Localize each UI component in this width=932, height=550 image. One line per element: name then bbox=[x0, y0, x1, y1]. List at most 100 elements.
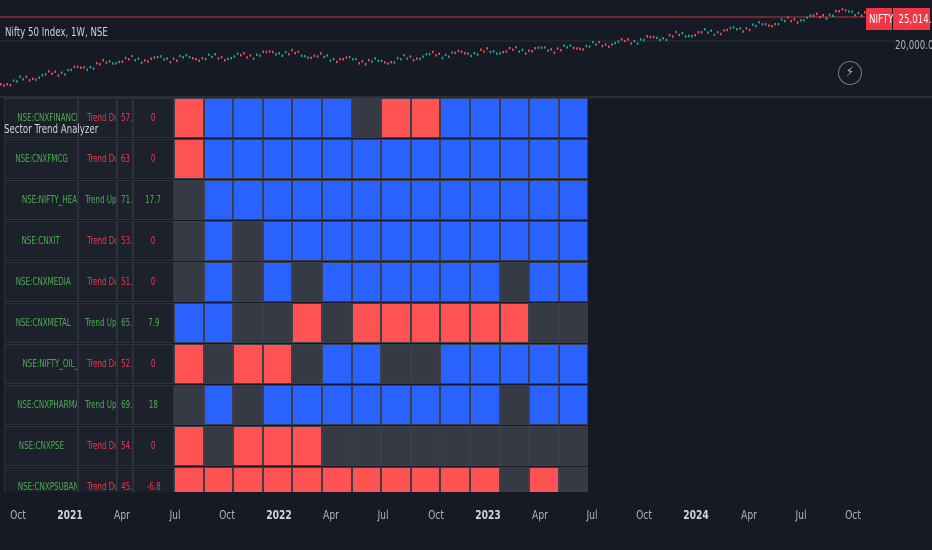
table-row: NSE:NIFTY_HEALTHCARE Trend Up 71.3 17.7 bbox=[4, 180, 592, 220]
price-candle bbox=[400, 58, 402, 61]
symbol-label[interactable]: Nifty 50 Index, 1W, NSE bbox=[5, 25, 108, 39]
heatmap-cell bbox=[292, 467, 322, 492]
price-candle bbox=[700, 31, 703, 34]
price-candle bbox=[681, 32, 684, 35]
price-candle bbox=[160, 55, 162, 58]
heatmap-cell bbox=[351, 139, 382, 179]
price-candle bbox=[211, 55, 213, 59]
heatmap-cell bbox=[499, 262, 530, 302]
price-candle bbox=[508, 46, 511, 50]
heatmap-cell bbox=[203, 426, 234, 466]
heatmap-cell bbox=[233, 426, 263, 466]
heatmap-cell bbox=[292, 426, 322, 466]
price-candle bbox=[556, 47, 559, 50]
price-series-plot[interactable] bbox=[0, 0, 932, 95]
rsi-cell-text: 53.1 bbox=[121, 234, 133, 247]
price-candle bbox=[0, 83, 2, 86]
trend-cell-text: Trend Up bbox=[85, 398, 117, 411]
price-candle bbox=[716, 31, 719, 34]
heatmap-cell bbox=[262, 467, 293, 492]
heatmap-cell bbox=[262, 139, 293, 179]
price-candle bbox=[236, 52, 239, 55]
heatmap-cell bbox=[558, 98, 589, 138]
price-candle bbox=[854, 13, 856, 17]
price-candle bbox=[124, 56, 127, 60]
price-candle bbox=[150, 57, 152, 60]
price-candle bbox=[163, 58, 165, 61]
heatmap-cell bbox=[381, 139, 411, 179]
price-candle bbox=[563, 44, 565, 47]
heatmap-cell bbox=[351, 426, 382, 466]
trend-cell-text: Trend Down bbox=[87, 234, 116, 247]
price-candle bbox=[419, 57, 421, 61]
price-candle bbox=[48, 70, 50, 73]
sector-symbol-cell: NSE:CNXMETAL bbox=[4, 303, 78, 343]
price-candle bbox=[99, 63, 101, 66]
heatmap-cell bbox=[233, 344, 263, 384]
time-axis-month-label: Apr bbox=[531, 508, 548, 522]
heatmap-cell bbox=[558, 344, 589, 384]
price-candle bbox=[57, 74, 60, 77]
price-candle bbox=[585, 44, 588, 48]
price-candle bbox=[515, 46, 517, 49]
pane-separator[interactable] bbox=[0, 96, 932, 98]
price-candle bbox=[774, 23, 776, 26]
heatmap-cell bbox=[470, 139, 500, 179]
price-candle bbox=[835, 9, 837, 13]
price-candle bbox=[841, 8, 844, 11]
rsi-cell-text: 52.5 bbox=[121, 357, 133, 370]
rsi-cell-text: 57.2 bbox=[121, 111, 133, 124]
heatmap-cell bbox=[470, 344, 500, 384]
price-candle bbox=[428, 52, 431, 56]
trend-cell: Trend Up bbox=[78, 385, 117, 425]
heatmap-cell bbox=[470, 385, 500, 425]
time-axis[interactable]: Oct 2021 Apr Jul Oct 2022 Apr Jul Oct 2023 Apr Jul O… bbox=[0, 508, 932, 536]
price-candle bbox=[112, 62, 114, 65]
price-candle bbox=[355, 57, 357, 61]
heatmap-cell bbox=[351, 385, 382, 425]
lightning-bolt-icon[interactable]: ⚡ bbox=[838, 61, 862, 85]
price-candle bbox=[390, 60, 392, 64]
heatmap-cell bbox=[470, 426, 500, 466]
price-candle bbox=[473, 51, 476, 55]
indicator-label[interactable]: Sector Trend Analyzer bbox=[4, 122, 99, 136]
price-candle bbox=[217, 57, 220, 60]
heatmap-cell bbox=[351, 262, 382, 302]
sector-symbol-cell-text: NSE:CNXMETAL bbox=[15, 316, 71, 329]
price-candle bbox=[598, 40, 600, 44]
time-axis-month-label: Oct bbox=[218, 508, 235, 522]
table-row: NSE:CNXFMCG Trend Down 63 0 bbox=[4, 139, 592, 179]
heatmap-cell bbox=[322, 303, 352, 343]
time-axis-month-label: Apr bbox=[114, 508, 131, 522]
change-cell-text: 7.9 bbox=[147, 316, 160, 329]
price-candle bbox=[560, 49, 562, 52]
heatmap-cell bbox=[470, 98, 500, 138]
heatmap-cell bbox=[499, 98, 530, 138]
price-candle bbox=[281, 54, 284, 57]
price-candle bbox=[601, 44, 604, 48]
sector-symbol-cell-text: NSE:CNXPSUBANK bbox=[17, 480, 78, 492]
price-candle bbox=[131, 55, 133, 58]
time-axis-month-label: Oct bbox=[427, 508, 444, 522]
heatmap-cell bbox=[322, 426, 352, 466]
heatmap-cell bbox=[529, 180, 559, 220]
price-candle bbox=[713, 33, 716, 37]
price-candle bbox=[652, 35, 655, 39]
price-candle bbox=[137, 57, 140, 60]
price-candle bbox=[489, 50, 492, 54]
price-candle bbox=[368, 58, 370, 62]
heatmap-cell bbox=[558, 139, 589, 179]
sector-symbol-cell: NSE:NIFTY_OIL_AND_GAS bbox=[4, 344, 78, 384]
change-cell-text: 0 bbox=[151, 275, 156, 288]
heatmap-cell bbox=[440, 139, 470, 179]
price-candle bbox=[627, 38, 629, 41]
price-candle bbox=[412, 59, 415, 62]
price-candle bbox=[550, 48, 552, 51]
change-cell: 7.9 bbox=[133, 303, 174, 343]
price-candle bbox=[732, 26, 735, 29]
price-candle bbox=[38, 76, 40, 79]
price-chart-pane[interactable]: Nifty 50 Index, 1W, NSE NIFTY 25,014.60 … bbox=[0, 0, 932, 95]
price-candle bbox=[864, 11, 866, 14]
change-cell: 0 bbox=[133, 344, 174, 384]
trend-cell-text: Trend Down bbox=[87, 439, 116, 452]
